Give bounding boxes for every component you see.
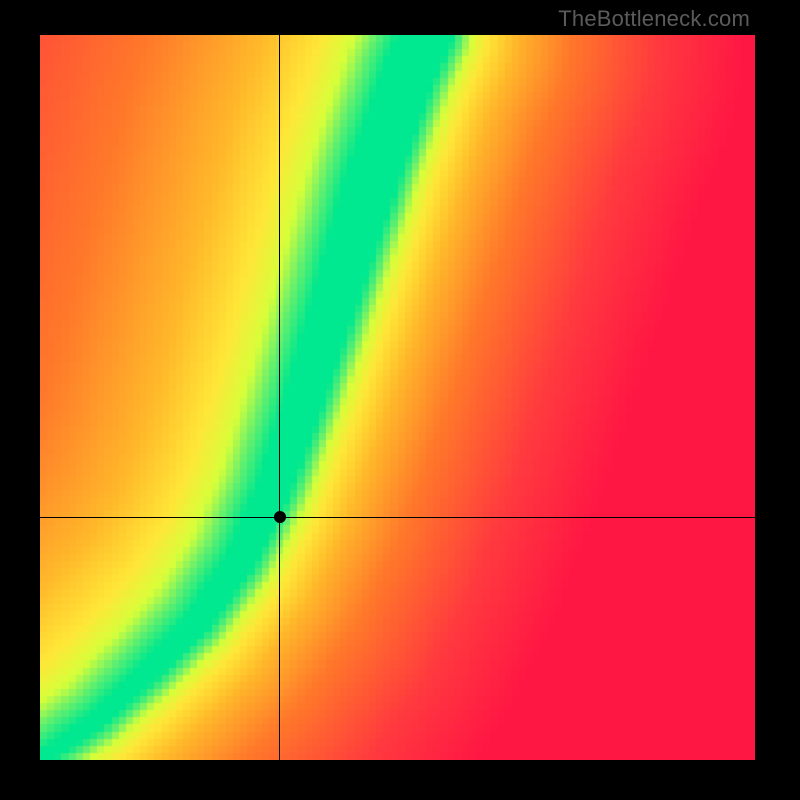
bottleneck-heatmap-canvas xyxy=(40,35,755,760)
crosshair-vertical xyxy=(279,35,280,760)
crosshair-marker-dot xyxy=(274,511,286,523)
watermark-text: TheBottleneck.com xyxy=(558,6,750,32)
crosshair-horizontal xyxy=(40,517,755,518)
